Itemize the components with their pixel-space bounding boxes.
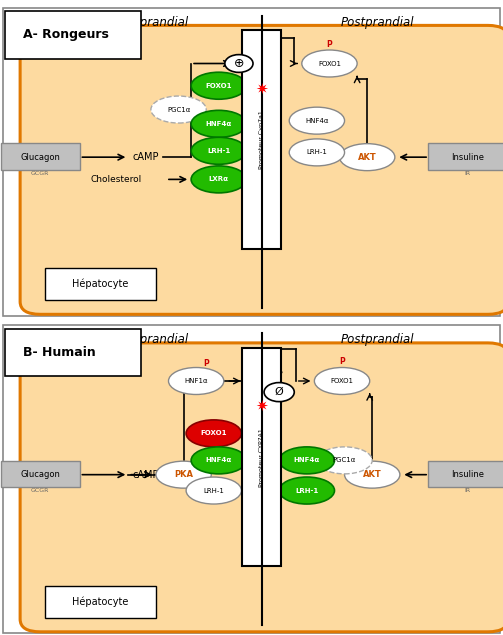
Text: IR: IR <box>465 171 471 175</box>
Circle shape <box>225 55 253 72</box>
Text: Postprandial: Postprandial <box>341 16 414 29</box>
FancyBboxPatch shape <box>5 11 141 59</box>
Text: HNF4α: HNF4α <box>206 121 232 127</box>
Text: LRH-1: LRH-1 <box>306 149 327 156</box>
Text: PGC1α: PGC1α <box>333 457 356 464</box>
Text: LRH-1: LRH-1 <box>295 488 318 493</box>
Text: ✷: ✷ <box>255 399 268 414</box>
Ellipse shape <box>289 139 345 166</box>
FancyBboxPatch shape <box>1 144 80 170</box>
Text: PKA: PKA <box>174 470 193 479</box>
FancyBboxPatch shape <box>428 144 503 170</box>
Text: Hépatocyte: Hépatocyte <box>72 279 129 290</box>
Text: Interprandial: Interprandial <box>113 16 189 29</box>
Text: cAMP: cAMP <box>133 152 159 162</box>
FancyBboxPatch shape <box>3 325 500 634</box>
Text: IR: IR <box>465 488 471 493</box>
Text: Glucagon: Glucagon <box>20 152 60 162</box>
Text: HNF4α: HNF4α <box>294 457 320 464</box>
Ellipse shape <box>345 461 400 488</box>
FancyBboxPatch shape <box>242 30 281 249</box>
FancyBboxPatch shape <box>20 343 503 632</box>
Text: Insuline: Insuline <box>451 152 484 162</box>
Ellipse shape <box>151 96 206 123</box>
Text: HNF4α: HNF4α <box>206 457 232 464</box>
FancyBboxPatch shape <box>20 25 503 314</box>
Text: LRH-1: LRH-1 <box>207 148 230 154</box>
Text: Interprandial: Interprandial <box>113 333 189 346</box>
Text: Promoteur Cyp7a1: Promoteur Cyp7a1 <box>259 110 264 169</box>
Ellipse shape <box>279 477 334 504</box>
Text: Insuline: Insuline <box>451 470 484 479</box>
Ellipse shape <box>314 368 370 394</box>
Text: ✷: ✷ <box>255 81 268 97</box>
Ellipse shape <box>169 368 224 394</box>
Text: Glucagon: Glucagon <box>20 470 60 479</box>
Text: cAMP: cAMP <box>133 470 159 479</box>
Text: A- Rongeurs: A- Rongeurs <box>23 29 109 41</box>
Text: ⊕: ⊕ <box>234 57 244 70</box>
Ellipse shape <box>191 110 246 137</box>
Text: P: P <box>339 358 345 366</box>
Ellipse shape <box>289 107 345 134</box>
Text: HNF1α: HNF1α <box>185 378 208 384</box>
Ellipse shape <box>186 477 241 504</box>
Text: P: P <box>326 40 332 49</box>
Text: LRH-1: LRH-1 <box>203 488 224 493</box>
Ellipse shape <box>156 461 211 488</box>
Ellipse shape <box>340 144 395 171</box>
Ellipse shape <box>186 420 241 447</box>
Ellipse shape <box>191 166 246 193</box>
Text: GCGR: GCGR <box>31 488 49 493</box>
Text: GCGR: GCGR <box>31 171 49 175</box>
Text: P: P <box>203 359 209 368</box>
Text: AKT: AKT <box>358 152 377 162</box>
FancyBboxPatch shape <box>5 329 141 377</box>
Text: B- Humain: B- Humain <box>23 346 96 359</box>
Ellipse shape <box>191 72 246 99</box>
Text: FOXO1: FOXO1 <box>201 431 227 436</box>
Text: FOXO1: FOXO1 <box>206 83 232 89</box>
Text: Cholesterol: Cholesterol <box>91 175 142 184</box>
FancyBboxPatch shape <box>242 348 281 566</box>
FancyBboxPatch shape <box>428 461 503 487</box>
Text: FOXO1: FOXO1 <box>330 378 354 384</box>
Text: PGC1α: PGC1α <box>167 107 190 112</box>
Ellipse shape <box>191 447 246 474</box>
Text: AKT: AKT <box>363 470 382 479</box>
Text: Postprandial: Postprandial <box>341 333 414 346</box>
Circle shape <box>264 382 294 402</box>
Ellipse shape <box>279 447 334 474</box>
Text: Ø: Ø <box>275 387 284 397</box>
Text: Hépatocyte: Hépatocyte <box>72 596 129 607</box>
Text: Promoteur CYP7A1: Promoteur CYP7A1 <box>259 428 264 486</box>
Text: FOXO1: FOXO1 <box>318 60 341 67</box>
FancyBboxPatch shape <box>3 8 500 316</box>
Ellipse shape <box>317 447 372 474</box>
Text: LXRα: LXRα <box>209 177 229 182</box>
Text: HNF4α: HNF4α <box>305 117 328 124</box>
FancyBboxPatch shape <box>1 461 80 487</box>
FancyBboxPatch shape <box>45 585 156 617</box>
Ellipse shape <box>191 137 246 164</box>
Ellipse shape <box>302 50 357 77</box>
FancyBboxPatch shape <box>45 269 156 300</box>
